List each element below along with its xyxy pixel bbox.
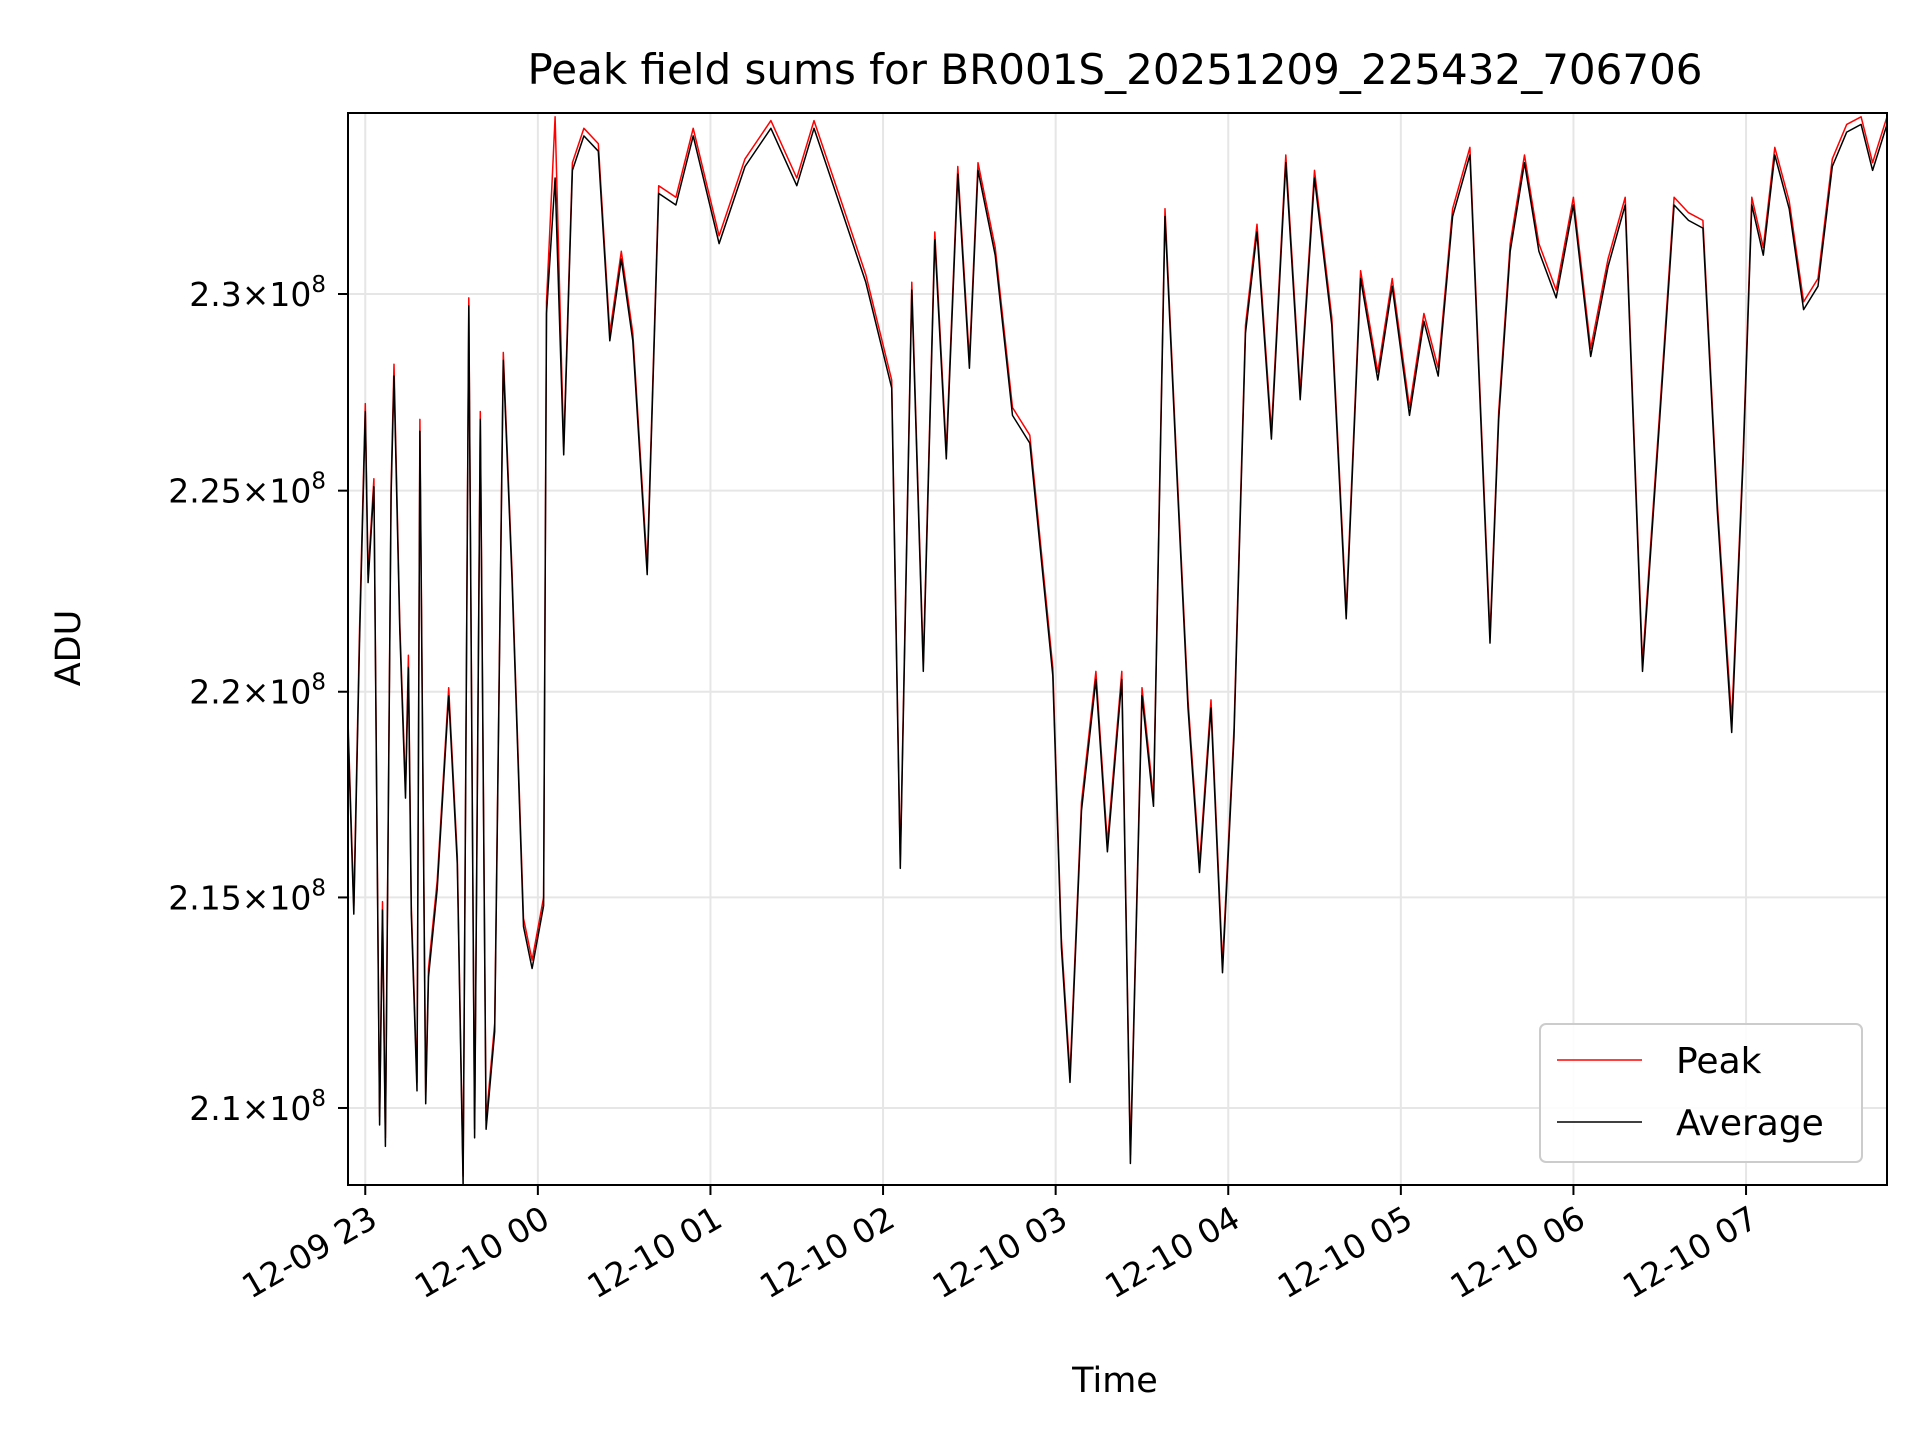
y-tick-exponent: 8 (311, 670, 326, 696)
y-tick-times: ×10 (242, 275, 312, 314)
y-tick-times: ×10 (242, 878, 312, 917)
y-tick-times: ×10 (242, 472, 312, 511)
y-tick-mantissa: 2.2 (189, 673, 241, 712)
y-tick-exponent: 8 (311, 875, 326, 901)
chart-title: Peak field sums for BR001S_20251209_2254… (527, 45, 1702, 94)
y-tick-exponent: 8 (311, 272, 326, 298)
y-axis-title: ADU (49, 610, 89, 687)
y-tick-mantissa: 2.1 (189, 1089, 241, 1128)
legend-label-average: Average (1676, 1103, 1824, 1144)
legend-label-peak: Peak (1676, 1041, 1762, 1082)
legend-box (1539, 1023, 1863, 1163)
y-tick-label: 2.25×108 (168, 469, 326, 511)
y-tick-exponent: 8 (311, 469, 326, 495)
y-tick-mantissa: 2.25 (168, 472, 241, 511)
y-tick-label: 2.15×108 (168, 875, 326, 917)
series-layer (347, 116, 1888, 1186)
y-tick-mantissa: 2.3 (189, 275, 241, 314)
plot-frame (347, 112, 1888, 1186)
y-tick-times: ×10 (242, 1089, 312, 1128)
y-tick-exponent: 8 (311, 1086, 326, 1112)
series-line-average (347, 123, 1888, 1186)
y-tick-label: 2.1×108 (189, 1086, 326, 1128)
y-tick-label: 2.2×108 (189, 670, 326, 712)
y-tick-label: 2.3×108 (189, 272, 326, 314)
y-tick-mantissa: 2.15 (168, 878, 241, 917)
x-axis-title: Time (1071, 1361, 1158, 1401)
legend: Peak Average (1539, 1023, 1863, 1163)
y-tick-times: ×10 (242, 673, 312, 712)
